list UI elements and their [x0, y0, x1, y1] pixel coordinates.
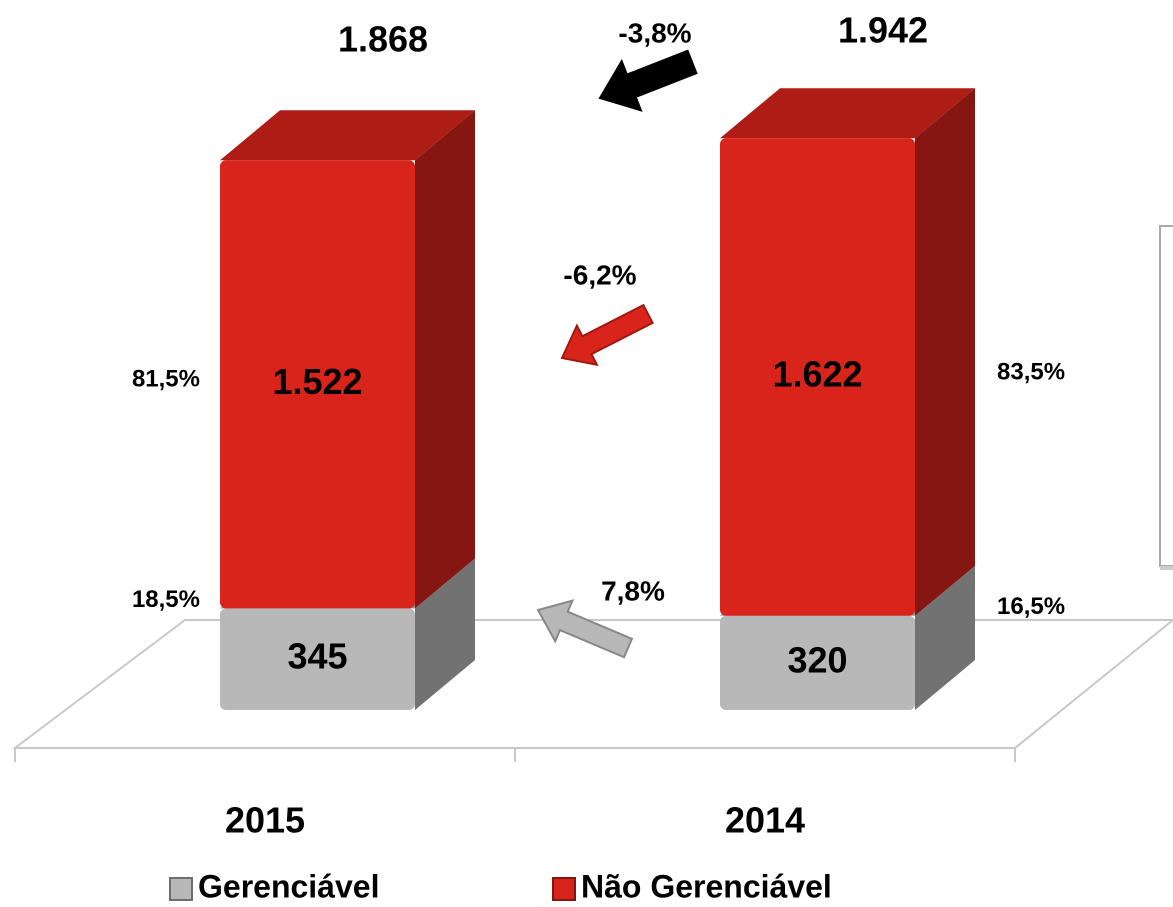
bar-top	[720, 88, 975, 139]
bar-front	[720, 138, 915, 616]
bar-side	[915, 88, 975, 616]
x-tick-label: 2014	[725, 800, 805, 841]
share-label: 83,5%	[997, 358, 1065, 385]
value-label: 320	[787, 639, 847, 680]
bar-front	[220, 608, 415, 710]
value-label: 1.622	[772, 354, 862, 395]
bar-top	[220, 110, 475, 161]
bar-side	[415, 110, 475, 609]
share-label: 16,5%	[997, 593, 1065, 620]
total-label: 1.868	[338, 19, 428, 60]
bar-side	[915, 565, 975, 710]
share-label: 81,5%	[132, 366, 200, 393]
bar-side	[415, 558, 475, 710]
series-change-label: -6,2%	[563, 259, 636, 290]
total-change-arrow	[598, 49, 698, 112]
share-label: 18,5%	[132, 586, 200, 613]
legend-label: Não Gerenciável	[581, 868, 832, 904]
side-box	[1159, 225, 1173, 567]
legend-swatch	[552, 877, 576, 901]
x-tick-label: 2015	[225, 800, 305, 841]
series-change-arrow	[536, 599, 634, 659]
value-label: 345	[287, 636, 347, 677]
value-label: 1.522	[272, 361, 362, 402]
series-change-label: 7,8%	[601, 575, 665, 606]
total-change-label: -3,8%	[618, 17, 691, 48]
bar-front	[220, 160, 415, 609]
bar-front	[720, 615, 915, 710]
total-label: 1.942	[838, 10, 928, 51]
legend-swatch	[169, 877, 193, 901]
legend-label: Gerenciável	[198, 868, 379, 904]
series-change-arrow	[560, 303, 654, 367]
